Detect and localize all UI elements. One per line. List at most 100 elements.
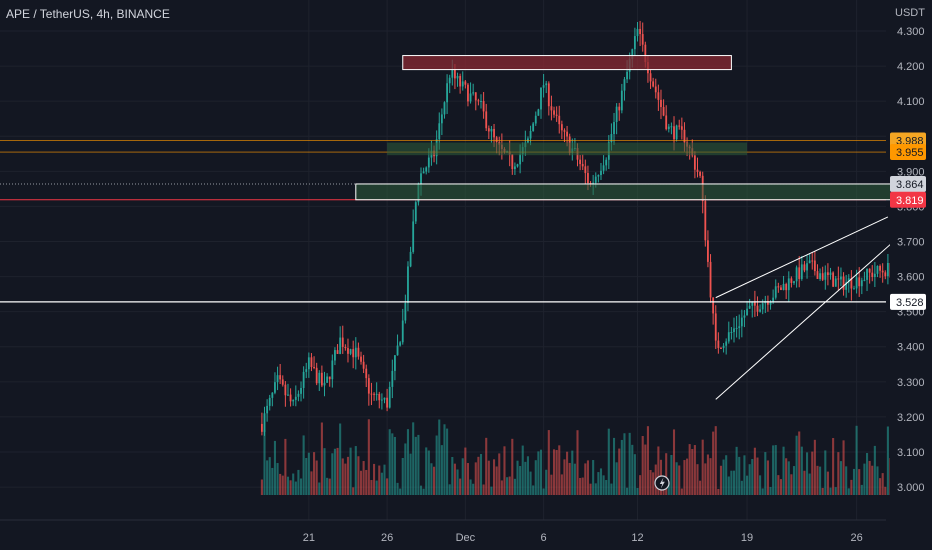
candle-body [798,267,801,279]
volume-bar [490,486,493,495]
volume-bar [396,482,399,495]
candle-body [860,280,863,287]
candle-body [587,173,589,184]
volume-bar [858,469,861,495]
volume-bar [597,472,600,495]
candle-body [769,301,772,305]
price-badge-label: 3.528 [896,297,924,309]
candle-body [712,297,715,314]
volume-bar [712,431,715,495]
volume-bar [461,458,464,495]
candle-body [334,350,336,361]
candle-body [584,166,587,174]
candle-body [331,360,334,380]
volume-bar [816,465,819,495]
candle-body [344,346,347,349]
candle-body [443,102,446,115]
volume-bar [717,488,720,495]
volume-bar [349,447,352,495]
candle-body [863,279,866,281]
volume-bar [623,433,626,495]
volume-bar [735,446,738,495]
candle-body [837,278,840,280]
volume-bar [508,476,511,495]
price-tick-label: 3.900 [897,166,925,178]
volume-bar [819,466,822,495]
candle-body [553,110,555,115]
candle-body [315,367,318,384]
volume-bar [425,447,428,495]
time-tick-label: 26 [850,532,862,544]
volume-bar [881,473,884,495]
candle-body [777,286,780,288]
candle-body [446,83,449,103]
candle-body [787,278,790,291]
volume-bar [706,454,709,495]
volume-bar [748,464,751,495]
candle-body [743,315,746,318]
volume-bar [438,419,441,495]
volume-bar [691,448,694,495]
candle-body [800,264,803,279]
candle-body [620,90,623,111]
candle-body [662,107,665,116]
volume-bar [409,453,412,495]
volume-bar [618,448,621,495]
volume-bar [824,450,827,495]
volume-bar [782,446,785,495]
volume-bar [500,480,503,495]
candle-body [422,171,425,174]
volume-bar [727,476,730,495]
volume-bar [829,487,832,495]
candle-body [482,100,485,112]
candle-body [720,347,722,349]
candle-body [469,93,472,102]
volume-bar [362,461,365,495]
volume-bar [599,468,603,495]
volume-bar [328,478,331,495]
volume-bar [800,446,803,495]
volume-bar [680,488,683,495]
candle-body [746,308,748,316]
candle-body [357,347,360,357]
volume-bar [855,425,858,495]
volume-bar [453,463,456,495]
volume-bar [354,446,357,495]
volume-bar [378,465,381,495]
volume-bar [644,444,647,495]
volume-bar [798,431,801,495]
volume-bar [367,419,370,495]
candle-body [610,134,613,143]
time-tick-label: 21 [303,532,315,544]
candle-body [386,397,389,408]
candle-body [289,394,292,402]
volume-bar [532,485,535,495]
volume-bar [592,460,595,495]
candle-body [756,305,759,312]
candle-body [868,268,871,273]
volume-bar [777,475,780,495]
candle-body [341,337,344,347]
volume-bar [649,469,652,495]
candle-body [759,309,762,312]
candle-body [362,361,365,369]
candle-body [456,75,459,79]
candle-body [730,331,733,333]
candle-body [297,393,300,397]
candle-body [279,375,282,380]
candle-body [876,265,879,274]
volume-bar [310,471,313,495]
candle-body [266,405,269,414]
candle-body [550,106,553,111]
candle-body [495,137,498,142]
candle-body [660,99,662,108]
time-tick-label: 19 [741,532,753,544]
volume-bar [323,448,326,495]
volume-bar [607,428,610,495]
candle-body [696,169,699,172]
candle-body [380,399,383,401]
candle-body [707,240,709,262]
price-tick-label: 3.100 [897,447,925,459]
